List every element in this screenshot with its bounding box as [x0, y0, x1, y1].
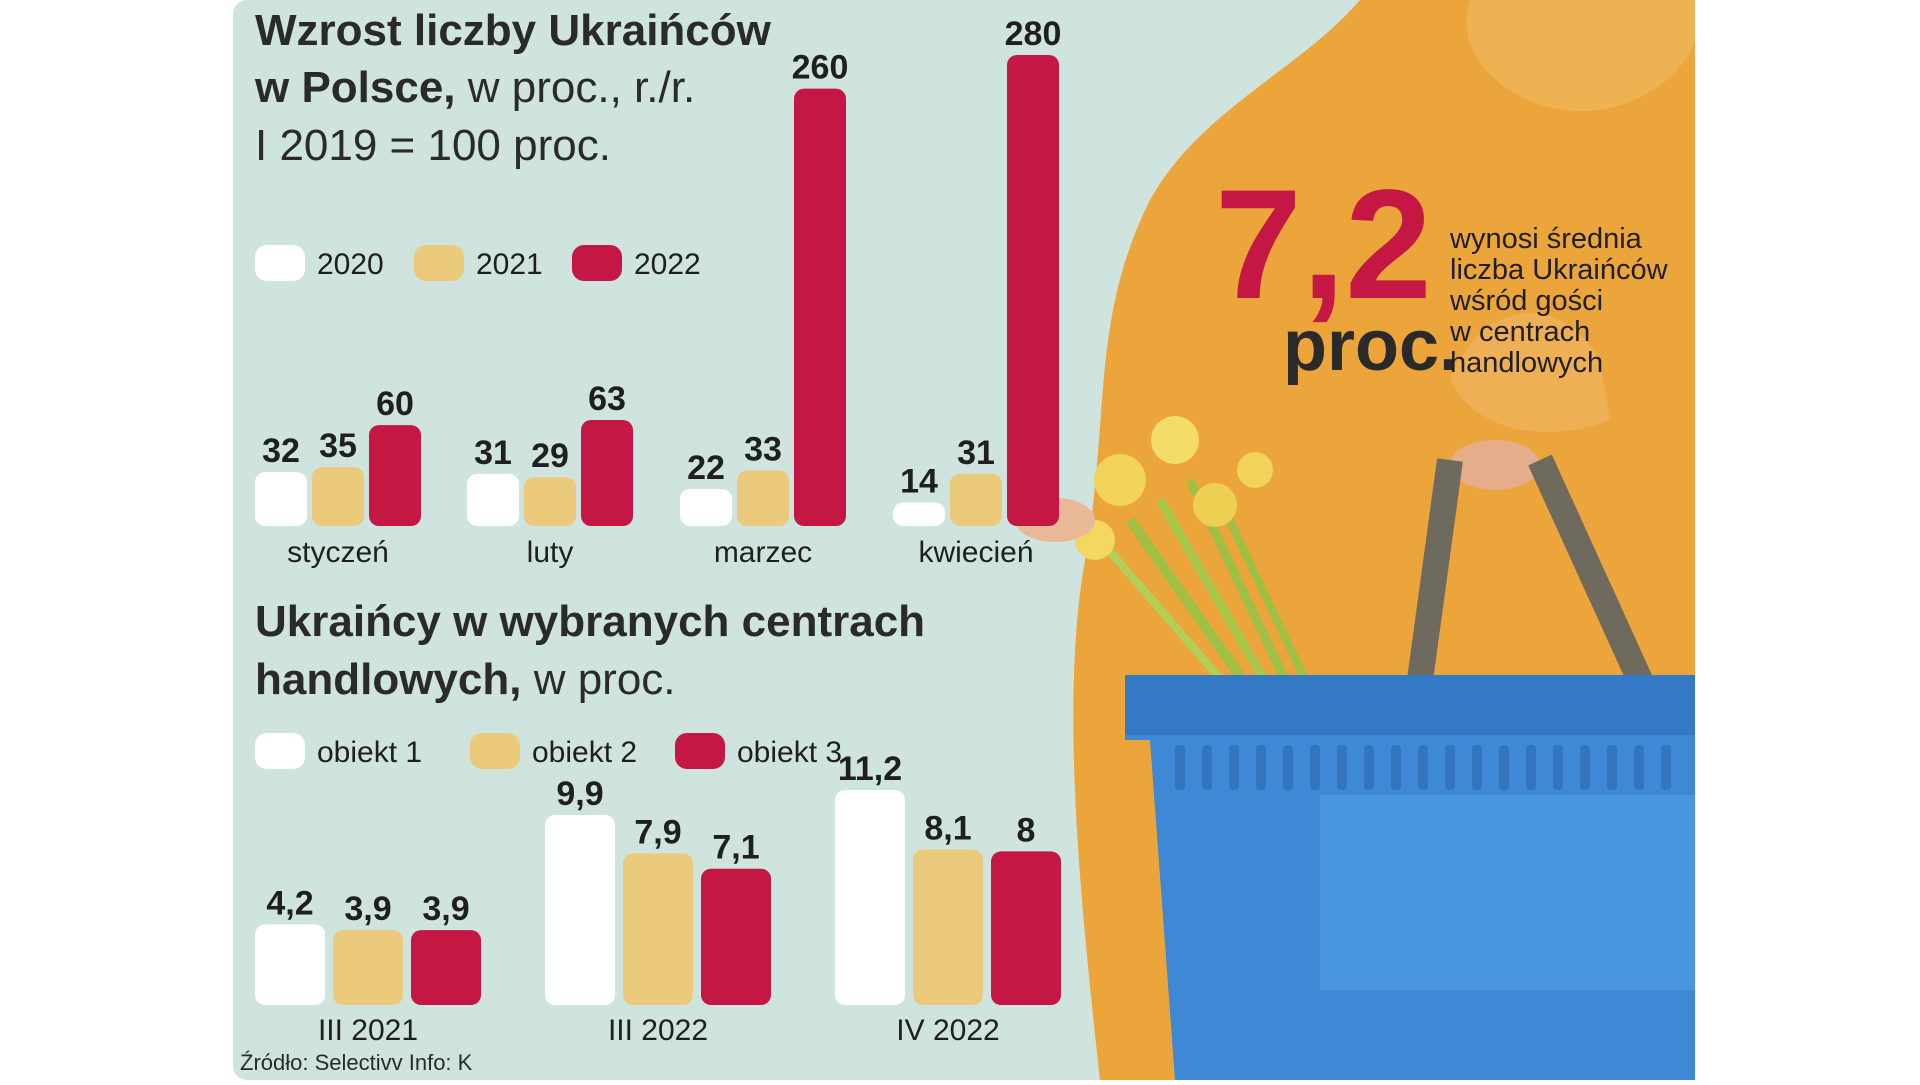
category-label: luty [527, 536, 574, 569]
bar [737, 470, 789, 526]
top-title-line2: w Polsce, w proc., r./r. [254, 63, 695, 112]
bar-value-label: 33 [744, 430, 782, 468]
bar-value-label: 63 [588, 380, 626, 418]
bar-value-label: 3,9 [422, 890, 469, 928]
source-note: Źródło: Selectivv Info: K [240, 1050, 473, 1075]
bar-value-label: 29 [531, 437, 569, 475]
bar [369, 425, 421, 526]
bar-value-label: 31 [474, 434, 512, 472]
callout-line: wynosi średnia [1449, 223, 1643, 255]
bar [255, 472, 307, 526]
legend-swatch [675, 733, 725, 769]
legend-swatch [255, 733, 305, 769]
bar [545, 814, 615, 1005]
legend-label: obiekt 3 [737, 736, 842, 769]
bar [411, 930, 481, 1005]
callout-line: w centrach [1449, 316, 1590, 348]
bar [701, 868, 771, 1005]
bar-value-label: 32 [262, 432, 300, 470]
bar [794, 88, 846, 527]
bar-value-label: 14 [900, 462, 938, 500]
bar-value-label: 31 [957, 434, 995, 472]
bottom-title-line2-bold: handlowych, [255, 655, 521, 704]
callout-description: wynosi średnia liczba Ukraińców wśród gośc… [1449, 223, 1669, 379]
category-label: IV 2022 [896, 1014, 999, 1047]
bottom-chart-bars: 4,2 3,9 3,9 III 2021 9,9 7,9 7,1 III 2022 11,2 8,… [255, 750, 1061, 1047]
bar-value-label: 9,9 [556, 775, 603, 813]
category-label: kwiecień [918, 536, 1033, 569]
bar-value-label: 8 [1017, 811, 1036, 849]
legend-label: obiekt 2 [532, 736, 637, 769]
bottom-title-line2: handlowych, w proc. [255, 655, 676, 704]
bar [312, 467, 364, 526]
legend-label: 2020 [317, 248, 384, 281]
bar-value-label: 4,2 [266, 884, 313, 922]
legend-swatch [255, 245, 305, 281]
category-label: III 2022 [608, 1014, 708, 1047]
legend-swatch [414, 245, 464, 281]
bottom-title-line2-light: w proc. [521, 655, 675, 704]
bar-value-label: 11,2 [838, 750, 902, 788]
legend-swatch [470, 733, 520, 769]
legend-label: 2022 [634, 248, 701, 281]
legend-swatch [572, 245, 622, 281]
bottom-chart-title: Ukraińcy w wybranych centrach handlowych,… [255, 597, 925, 704]
bar [913, 849, 983, 1005]
callout-number: 7,2 [1215, 158, 1432, 332]
category-label: III 2021 [318, 1014, 418, 1047]
bar-value-label: 7,9 [634, 813, 681, 851]
top-chart-title: Wzrost liczby Ukraińców w Polsce, w proc.… [254, 6, 772, 170]
bar-value-label: 260 [792, 49, 849, 87]
bar [835, 790, 905, 1005]
bar-value-label: 22 [687, 449, 725, 487]
callout-line: wśród gości [1449, 285, 1603, 317]
bottom-chart-legend: obiekt 1 obiekt 2 obiekt 3 [255, 733, 842, 769]
bar [524, 477, 576, 526]
bar-value-label: 280 [1005, 15, 1062, 53]
bottom-title-line1: Ukraińcy w wybranych centrach [255, 597, 925, 646]
bar-value-label: 7,1 [712, 829, 759, 867]
bar-value-label: 35 [319, 427, 357, 465]
legend-label: obiekt 1 [317, 736, 422, 769]
top-chart-bars: 32 35 60 styczeń 31 29 63 luty 22 33 260 marzec 14 31… [255, 15, 1061, 569]
bar [991, 851, 1061, 1005]
callout: 7,2 proc. wynosi średnia liczba Ukraińców… [1215, 158, 1669, 386]
bar [680, 488, 732, 526]
category-label: styczeń [287, 536, 389, 569]
bar [255, 924, 325, 1005]
top-title-line2-light: w proc., r./r. [456, 63, 696, 112]
top-title-line1: Wzrost liczby Ukraińców [255, 6, 772, 55]
category-label: marzec [714, 536, 812, 569]
bar [950, 473, 1002, 526]
bar [623, 853, 693, 1005]
top-chart-legend: 2020 2021 2022 [255, 245, 701, 281]
bar-value-label: 8,1 [924, 810, 971, 848]
callout-unit: proc. [1283, 306, 1459, 386]
bar-value-label: 3,9 [344, 890, 391, 928]
bar [333, 930, 403, 1005]
callout-line: liczba Ukraińców [1450, 254, 1669, 286]
callout-line: handlowych [1450, 347, 1603, 379]
bar [467, 473, 519, 526]
photo-blue-basket [1125, 440, 1695, 1080]
bar [893, 502, 945, 526]
top-title-line2-bold: w Polsce, [254, 63, 456, 112]
bar [581, 420, 633, 526]
top-title-line3: I 2019 = 100 proc. [255, 121, 611, 170]
bar [1007, 55, 1059, 526]
bar-value-label: 60 [376, 385, 414, 423]
legend-label: 2021 [476, 248, 543, 281]
